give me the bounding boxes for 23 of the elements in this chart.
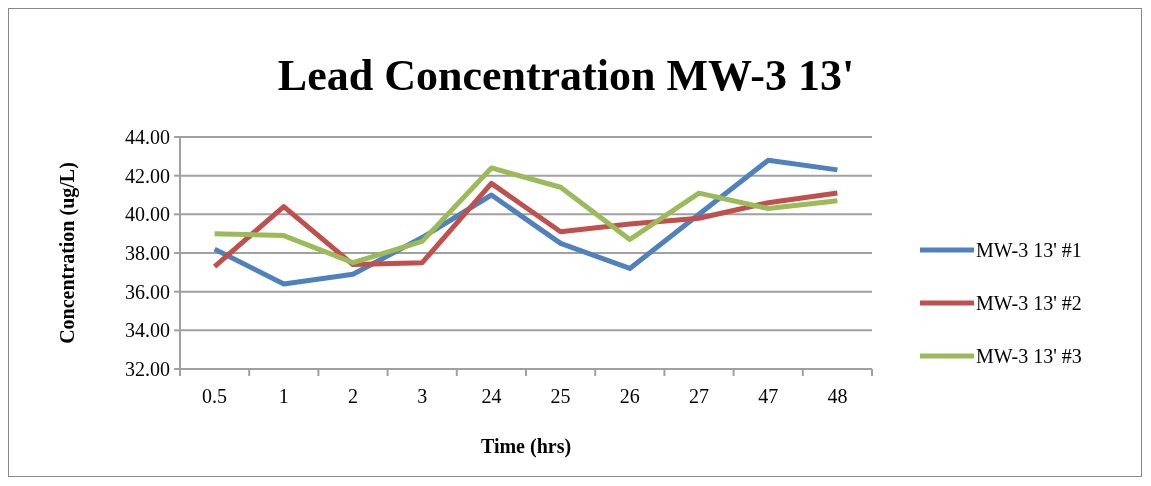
x-tick-label: 26 bbox=[619, 385, 640, 407]
chart-title: Lead Concentration MW-3 13' bbox=[277, 51, 855, 100]
x-tick-label: 0.5 bbox=[202, 385, 228, 407]
x-axis-title: Time (hrs) bbox=[480, 435, 572, 458]
x-tick-label: 2 bbox=[348, 385, 358, 407]
x-tick-label: 47 bbox=[758, 385, 779, 407]
legend-label: MW-3 13' #2 bbox=[976, 292, 1082, 314]
x-tick-label: 1 bbox=[278, 385, 289, 407]
y-tick-label: 36.00 bbox=[125, 280, 170, 303]
y-tick-label: 44.00 bbox=[125, 126, 170, 148]
y-tick-label: 42.00 bbox=[125, 164, 170, 187]
x-tick-label: 3 bbox=[417, 385, 428, 407]
x-tick-label: 25 bbox=[550, 385, 571, 407]
y-tick-label: 32.00 bbox=[125, 358, 170, 380]
y-tick-label: 34.00 bbox=[125, 319, 170, 342]
y-tick-label: 38.00 bbox=[125, 242, 170, 264]
x-tick-label: 48 bbox=[827, 385, 848, 407]
legend-label: MW-3 13' #1 bbox=[976, 239, 1082, 261]
legend-label: MW-3 13' #3 bbox=[976, 345, 1082, 367]
x-tick-label: 27 bbox=[689, 385, 709, 407]
y-tick-label: 40.00 bbox=[125, 203, 170, 226]
y-axis-title: Concentration (ug/L) bbox=[56, 162, 79, 344]
x-tick-label: 24 bbox=[481, 385, 502, 407]
